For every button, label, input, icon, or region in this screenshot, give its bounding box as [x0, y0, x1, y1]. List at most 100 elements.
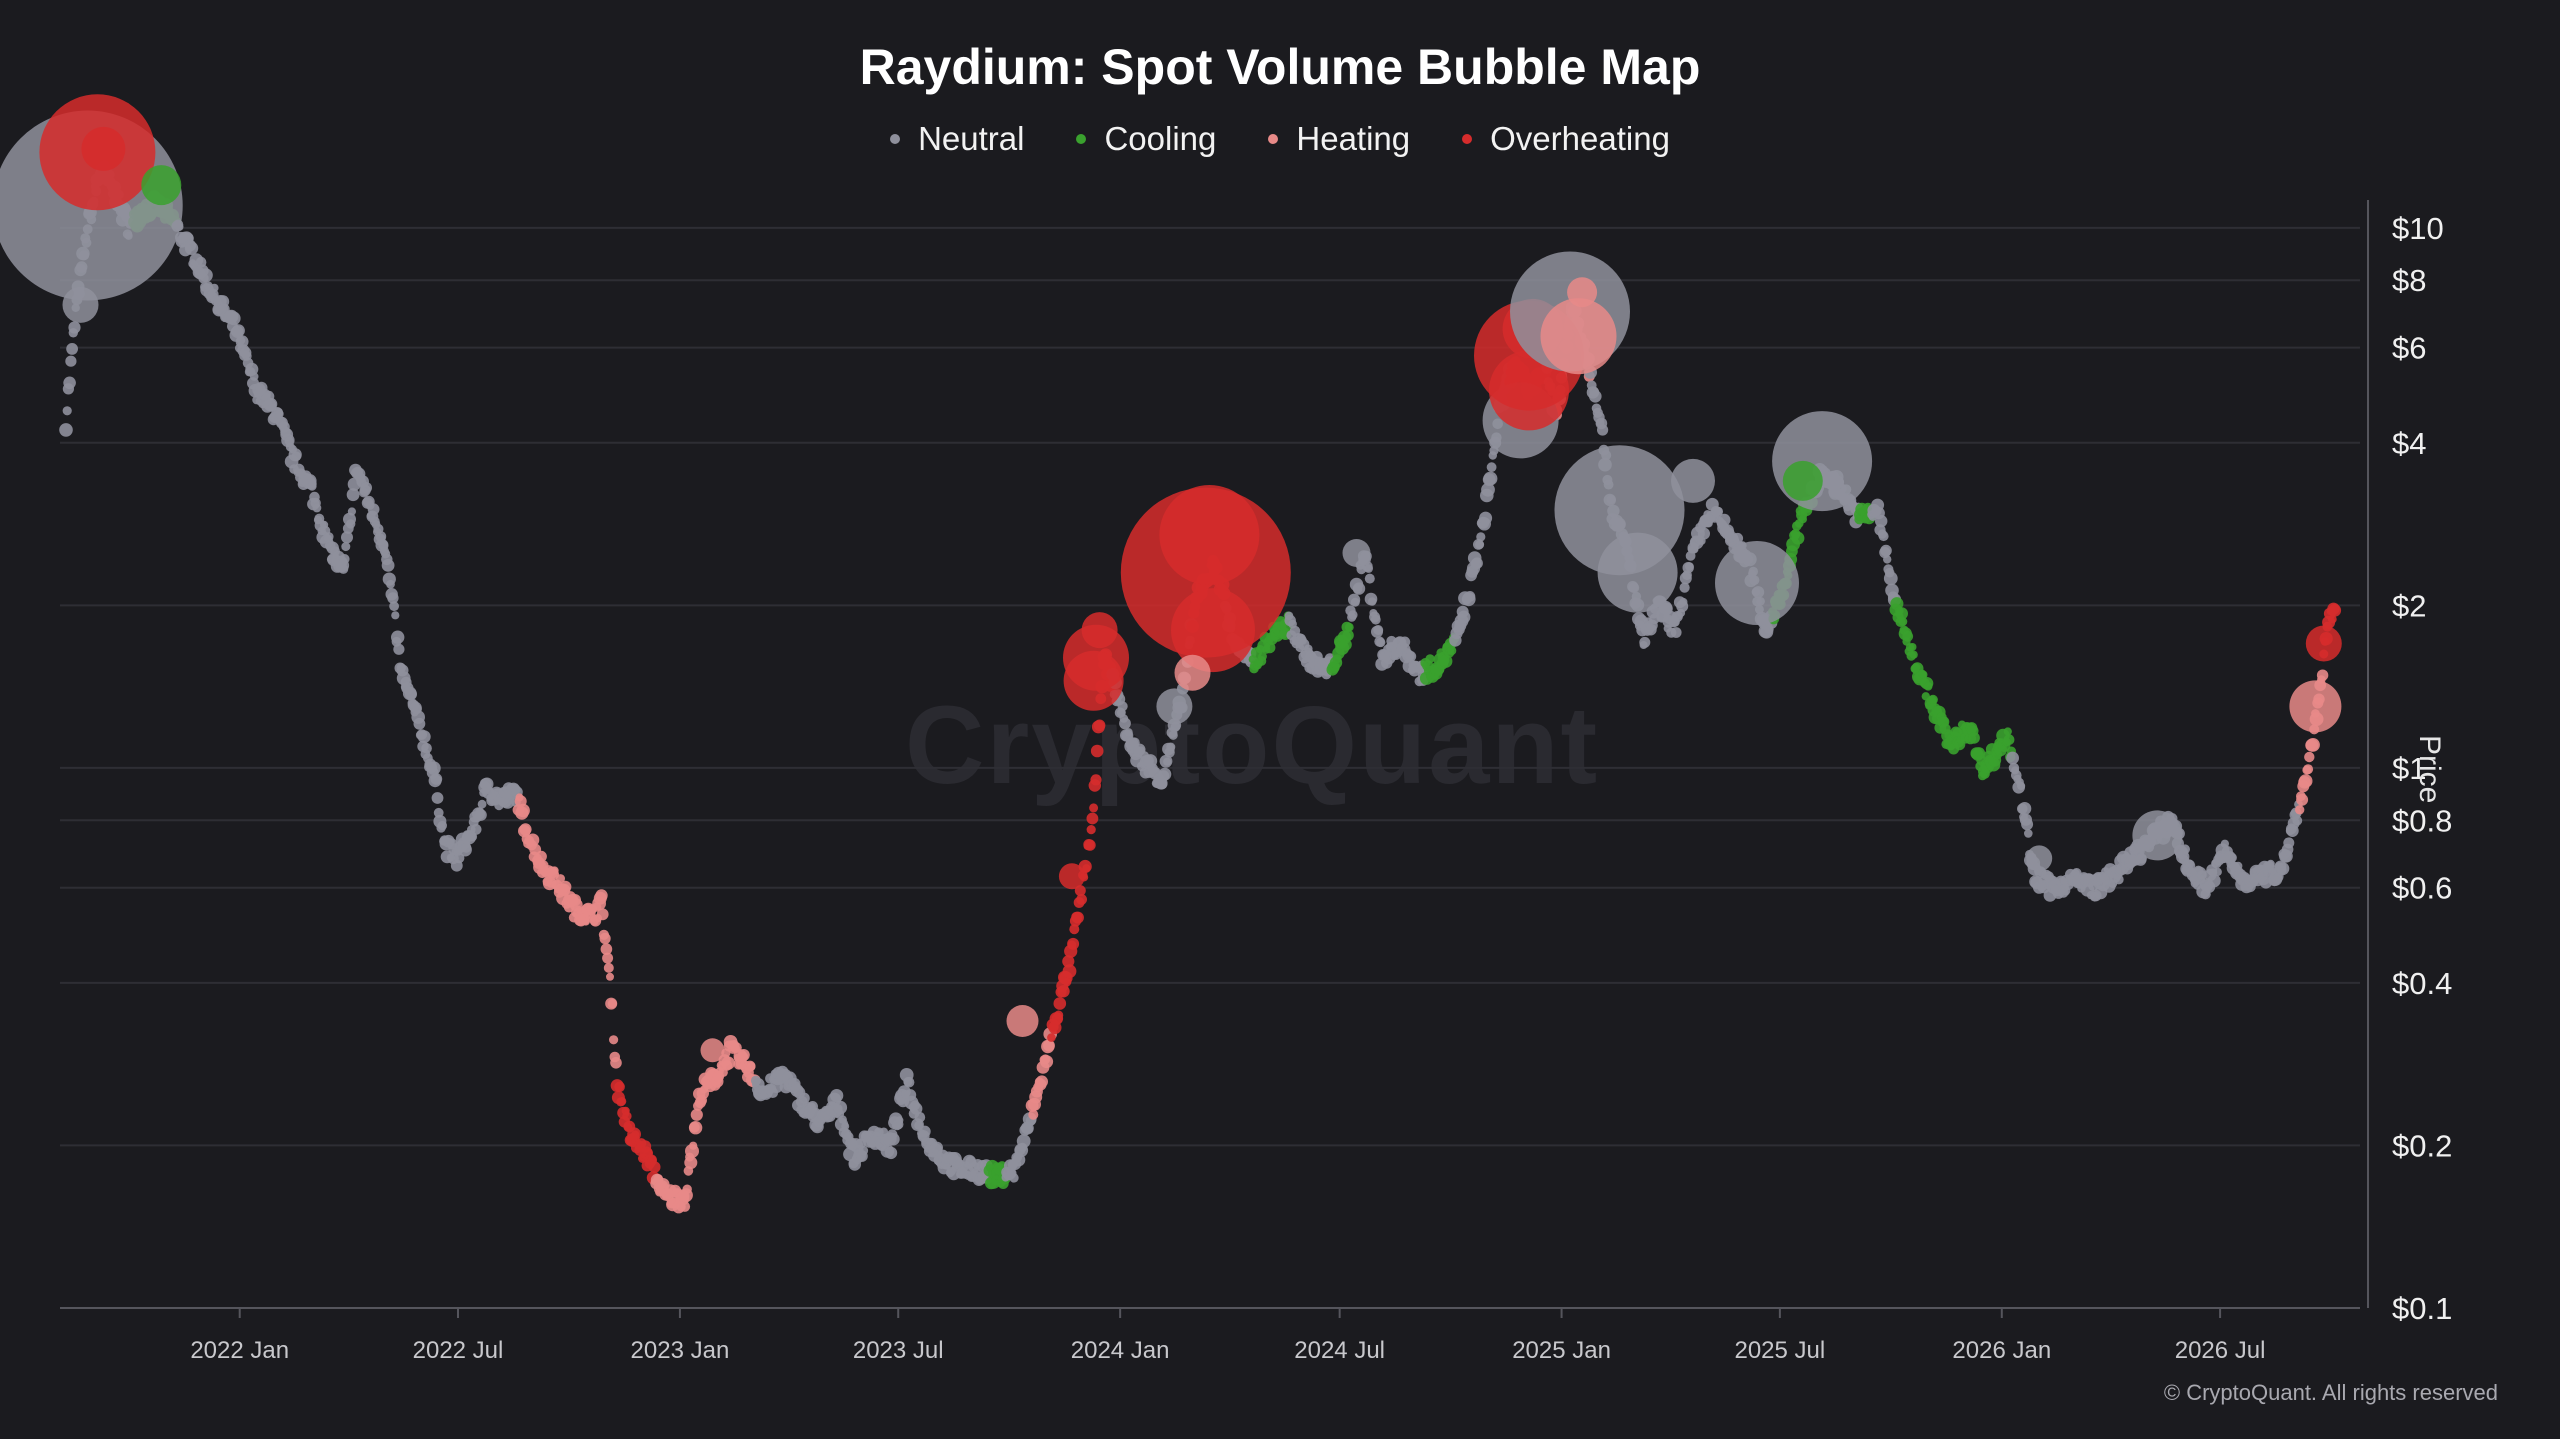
price-dot-neutral — [391, 611, 400, 620]
price-dot-neutral — [1364, 564, 1373, 573]
price-dot-neutral — [838, 1115, 847, 1124]
price-dot-overheating — [648, 1161, 661, 1173]
price-dot-neutral — [1589, 390, 1602, 403]
price-dot-neutral — [210, 283, 219, 293]
price-dot-neutral — [2006, 751, 2019, 765]
price-dot-neutral — [62, 406, 72, 416]
price-dot-neutral — [249, 372, 259, 381]
price-dot-neutral — [1486, 462, 1497, 473]
legend-item-heating[interactable]: Heating — [1268, 120, 1410, 158]
price-dot-neutral — [59, 423, 73, 437]
price-dot-neutral — [65, 355, 77, 367]
price-dot-heating — [2304, 751, 2315, 763]
price-dot-neutral — [2227, 853, 2237, 863]
x-tick-label: 2025 Jan — [1512, 1337, 1611, 1364]
volume-bubble-neutral — [1715, 541, 1799, 625]
price-dot-neutral — [1670, 627, 1682, 638]
price-dot-neutral — [347, 507, 356, 516]
price-dot-neutral — [324, 532, 334, 542]
credit-text: © CryptoQuant. All rights reserved — [2163, 1380, 2498, 1405]
price-dot-heating — [599, 932, 611, 945]
volume-bubble-neutral — [1772, 411, 1873, 512]
price-dot-overheating — [1053, 997, 1067, 1010]
price-dot-neutral — [1878, 531, 1889, 542]
volume-bubble-overheating — [1081, 612, 1118, 649]
price-dot-neutral — [1373, 625, 1384, 635]
volume-bubble-neutral — [2026, 845, 2053, 872]
price-dot-neutral — [393, 643, 405, 655]
price-dot-neutral — [1009, 1173, 1019, 1183]
price-dot-neutral — [2180, 844, 2191, 855]
volume-bubble-neutral — [1597, 532, 1678, 613]
legend-item-cooling[interactable]: Cooling — [1076, 120, 1216, 158]
volume-bubble-neutral — [1156, 688, 1193, 725]
price-dot-heating — [1040, 1055, 1054, 1069]
price-dot-neutral — [2185, 859, 2194, 869]
price-dot-overheating — [1084, 839, 1096, 851]
price-dot-neutral — [1399, 636, 1411, 648]
price-dot-neutral — [1163, 757, 1172, 766]
price-dot-neutral — [1157, 779, 1168, 790]
price-dot-heating — [607, 999, 618, 1009]
price-dot-neutral — [341, 531, 353, 544]
price-dot-overheating — [1082, 864, 1091, 873]
legend-item-overheating[interactable]: Overheating — [1462, 120, 1670, 158]
price-dot-neutral — [1475, 540, 1485, 550]
price-dot-heating — [2306, 738, 2320, 752]
volume-bubble-overheating — [2305, 625, 2342, 662]
price-dot-neutral — [475, 809, 487, 821]
y-tick-label: $1 — [2392, 751, 2426, 786]
price-dot-neutral — [387, 592, 399, 604]
price-dot-heating — [721, 1056, 735, 1070]
y-tick-label: $0.6 — [2392, 871, 2452, 906]
price-dot-neutral — [360, 482, 372, 494]
price-dot-neutral — [1883, 555, 1892, 564]
price-dot-neutral — [63, 376, 76, 390]
price-dot-heating — [581, 917, 591, 926]
volume-bubble-heating — [1567, 277, 1598, 308]
price-dot-cooling — [2003, 727, 2012, 736]
price-dot-neutral — [2276, 862, 2290, 876]
price-dot-neutral — [1348, 610, 1358, 620]
y-tick-label: $10 — [2392, 211, 2444, 246]
price-dot-cooling — [1909, 650, 1918, 659]
price-dot-overheating — [1062, 977, 1072, 987]
price-dot-neutral — [381, 559, 395, 572]
legend: Neutral Cooling Heating Overheating — [0, 120, 2560, 158]
price-dot-cooling — [1258, 652, 1267, 661]
price-dot-neutral — [1352, 582, 1366, 595]
price-dot-neutral — [1158, 767, 1172, 781]
price-dot-heating — [596, 908, 609, 921]
price-dot-cooling — [1342, 629, 1354, 641]
price-dot-neutral — [1117, 701, 1128, 712]
price-dot-overheating — [622, 1111, 632, 1121]
price-dot-neutral — [1732, 532, 1744, 544]
price-dot-neutral — [275, 409, 284, 419]
y-tick-label: $2 — [2392, 588, 2426, 623]
price-dot-overheating — [1069, 924, 1080, 935]
price-dot-neutral — [1476, 532, 1486, 542]
price-dot-neutral — [338, 564, 349, 574]
price-dot-neutral — [2207, 874, 2221, 888]
price-dot-neutral — [887, 1132, 900, 1146]
price-dot-cooling — [1791, 531, 1805, 545]
legend-item-neutral[interactable]: Neutral — [890, 120, 1024, 158]
legend-label: Cooling — [1104, 120, 1217, 157]
price-dot-neutral — [421, 743, 432, 754]
volume-bubble-neutral — [62, 286, 99, 323]
price-dot-cooling — [1439, 654, 1453, 668]
price-dot-heating — [1028, 1109, 1039, 1120]
price-dot-neutral — [1679, 597, 1688, 607]
price-dot-cooling — [1928, 694, 1938, 705]
price-dot-neutral — [2273, 872, 2283, 882]
price-dot-cooling — [1902, 630, 1914, 642]
price-dot-neutral — [1124, 728, 1133, 737]
volume-bubble-heating — [2289, 680, 2342, 733]
price-dot-neutral — [2024, 829, 2033, 838]
volume-bubble-heating — [1540, 298, 1617, 375]
price-dot-heating — [737, 1049, 750, 1061]
y-tick-label: $6 — [2392, 331, 2426, 366]
price-dot-overheating — [1047, 1033, 1056, 1042]
y-tick-label: $0.1 — [2392, 1291, 2452, 1326]
